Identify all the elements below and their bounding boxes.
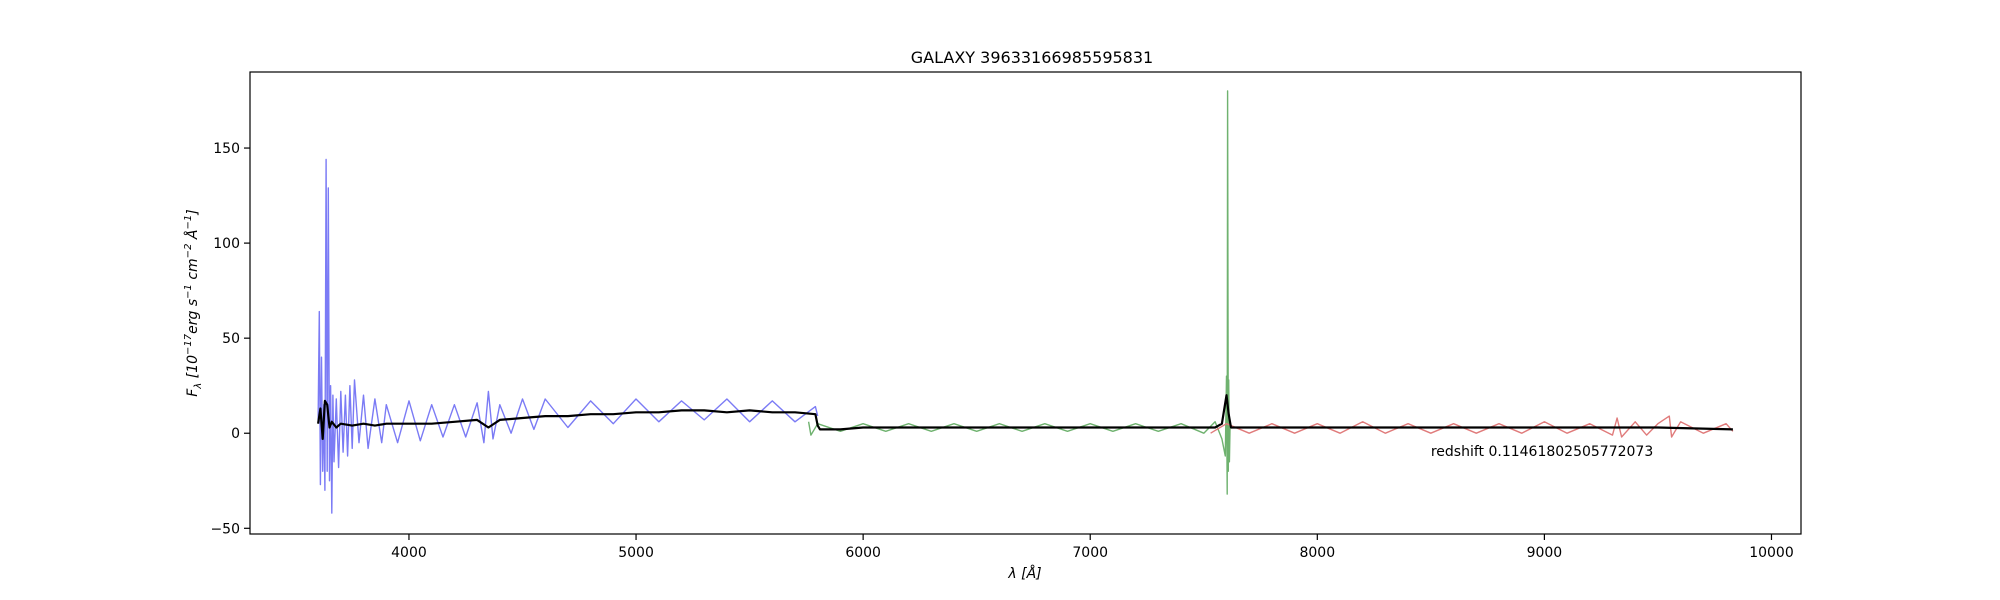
y-label-unit3: Å (184, 230, 201, 244)
x-tick-label: 7000 (1072, 545, 1108, 561)
x-tick-label: 10000 (1749, 545, 1794, 561)
chart-title: GALAXY 39633166985595831 (911, 48, 1153, 67)
x-tick-label: 6000 (845, 545, 881, 561)
y-tick-label: 0 (231, 426, 240, 442)
y-label-exp2: −1 (183, 284, 194, 299)
x-tick-label: 5000 (618, 545, 654, 561)
y-tick-label: 50 (222, 331, 240, 347)
y-label-unit1: erg s (185, 299, 201, 334)
plot-frame (249, 71, 1802, 535)
green-arm-series (807, 90, 1232, 495)
y-tick-label: 100 (213, 236, 240, 252)
redshift-annotation: redshift 0.11461802505772073 (1431, 444, 1653, 460)
y-label-exp3: −2 (183, 244, 194, 259)
y-label-close: ] (185, 209, 201, 215)
y-label-open: [10 (185, 355, 201, 383)
y-label-exp1: −17 (183, 333, 194, 355)
y-label-pre: F (185, 388, 201, 397)
x-tick-label: 9000 (1527, 545, 1563, 561)
x-tick-label: 8000 (1299, 545, 1335, 561)
y-label-exp4: −1 (183, 215, 194, 230)
model-fit-series (317, 394, 1733, 440)
y-tick-label: −50 (210, 521, 240, 537)
y-tick-label: 150 (213, 141, 240, 157)
blue-arm-series (317, 158, 819, 514)
y-label-unit2: cm (185, 258, 201, 284)
y-axis-label: Fλ [10−17erg s−1 cm−2 Å−1] (183, 209, 204, 396)
y-label-sub: λ (193, 383, 204, 390)
y-axis: −50 0 50 100 150 (210, 141, 250, 537)
x-axis-label: λ [Å] (1007, 565, 1041, 582)
x-tick-label: 4000 (391, 545, 427, 561)
x-axis: 4000 5000 6000 7000 8000 9000 10000 (391, 534, 1794, 561)
